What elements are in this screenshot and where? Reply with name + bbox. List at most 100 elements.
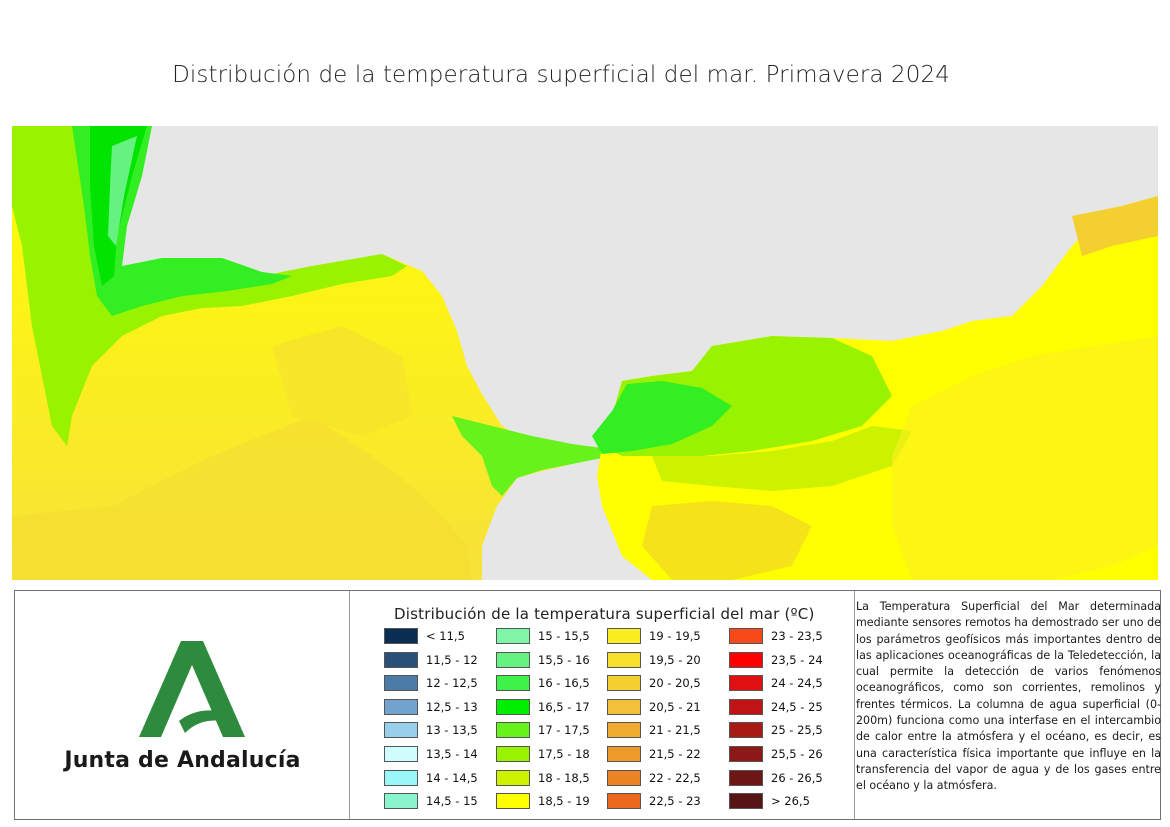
- legend-swatch: [496, 651, 530, 668]
- legend-item: 20,5 - 21: [607, 698, 701, 716]
- legend-swatch: [729, 698, 763, 715]
- legend-item: 24,5 - 25: [729, 698, 823, 716]
- legend-swatch: [607, 722, 641, 739]
- legend-label: 17,5 - 18: [538, 747, 590, 761]
- sst-map-image: [12, 126, 1158, 580]
- legend-item: 11,5 - 12: [384, 651, 478, 669]
- legend-item: 21,5 - 22: [607, 745, 701, 763]
- legend-swatch: [729, 722, 763, 739]
- legend-item: 15,5 - 16: [496, 651, 590, 669]
- legend-swatch: [384, 793, 418, 810]
- legend-swatch: [384, 628, 418, 644]
- mediterranean-east-yellow: [892, 336, 1158, 580]
- legend-item: 12 - 12,5: [384, 674, 478, 692]
- legend-item: 15 - 15,5: [496, 627, 590, 645]
- legend-label: 23 - 23,5: [771, 629, 823, 643]
- legend-item: 14,5 - 15: [384, 792, 478, 810]
- legend-label: 25,5 - 26: [771, 747, 823, 761]
- atlantic-warm-patch: [272, 326, 412, 436]
- mediterranean-warm-south: [642, 501, 812, 580]
- coastal-lightgreen-strip: [108, 136, 137, 246]
- sst-map: [12, 126, 1158, 580]
- legend-swatch: [496, 746, 530, 762]
- legend-item: 26 - 26,5: [729, 769, 823, 787]
- legend-label: 12,5 - 13: [426, 699, 478, 714]
- legend-label: < 11,5: [426, 629, 465, 643]
- legend-swatch: [607, 651, 641, 668]
- legend-item: 21 - 21,5: [607, 721, 701, 739]
- legend-box: Distribución de la temperatura superfici…: [350, 591, 855, 819]
- legend-label: 16 - 16,5: [538, 676, 590, 691]
- legend-item: 22,5 - 23: [607, 792, 701, 810]
- legend-label: 20,5 - 21: [649, 699, 701, 714]
- legend-swatch: [384, 722, 418, 739]
- legend-swatch: [729, 628, 763, 644]
- alboran-yellowgreen: [652, 426, 912, 491]
- legend-swatch: [496, 793, 530, 810]
- legend-label: 15 - 15,5: [538, 629, 590, 643]
- legend-item: > 26,5: [729, 792, 810, 810]
- legend-item: 25,5 - 26: [729, 745, 823, 763]
- legend-label: 17 - 17,5: [538, 723, 590, 738]
- description-text: La Temperatura Superficial del Mar deter…: [856, 600, 1161, 793]
- junta-logo-icon: [139, 641, 245, 737]
- legend-swatch: [729, 746, 763, 762]
- legend-label: 20 - 20,5: [649, 676, 701, 691]
- strait-green-channel: [452, 416, 652, 496]
- legend-swatch: [729, 793, 763, 810]
- legend-item: 12,5 - 13: [384, 698, 478, 716]
- logo-box: Junta de Andalucía: [15, 591, 350, 819]
- legend-label: 22,5 - 23: [649, 794, 701, 809]
- legend-label: 21,5 - 22: [649, 747, 701, 761]
- legend-item: 16,5 - 17: [496, 698, 590, 716]
- legend-item: 23,5 - 24: [729, 651, 823, 669]
- legend-item: 13 - 13,5: [384, 721, 478, 739]
- legend-label: 19,5 - 20: [649, 652, 701, 667]
- legend-swatch: [607, 793, 641, 810]
- logo-text: Junta de Andalucía: [64, 748, 301, 773]
- legend-swatch: [384, 769, 418, 786]
- legend-item: 13,5 - 14: [384, 745, 478, 763]
- legend-swatch: [607, 675, 641, 692]
- legend-label: 23,5 - 24: [771, 652, 823, 667]
- legend-label: 24,5 - 25: [771, 699, 823, 714]
- legend-swatch: [607, 698, 641, 715]
- legend-label: 16,5 - 17: [538, 699, 590, 714]
- legend-item: 22 - 22,5: [607, 769, 701, 787]
- legend-label: 18 - 18,5: [538, 770, 590, 785]
- legend-swatch: [607, 769, 641, 786]
- legend-swatch: [496, 675, 530, 692]
- legend-item: 18 - 18,5: [496, 769, 590, 787]
- legend-label: 26 - 26,5: [771, 770, 823, 785]
- alboran-green-core: [592, 381, 732, 454]
- legend-item: < 11,5: [384, 627, 465, 645]
- legend-item: 17 - 17,5: [496, 721, 590, 739]
- legend-item: 19,5 - 20: [607, 651, 701, 669]
- legend-label: 14,5 - 15: [426, 794, 478, 809]
- legend-item: 24 - 24,5: [729, 674, 823, 692]
- legend-item: 19 - 19,5: [607, 627, 701, 645]
- legend-label: 21 - 21,5: [649, 723, 701, 738]
- legend-item: 17,5 - 18: [496, 745, 590, 763]
- legend-label: 15,5 - 16: [538, 652, 590, 667]
- legend-label: 13 - 13,5: [426, 723, 478, 738]
- legend-item: 25 - 25,5: [729, 721, 823, 739]
- legend-swatch: [729, 651, 763, 668]
- legend-label: 18,5 - 19: [538, 794, 590, 809]
- legend-item: 20 - 20,5: [607, 674, 701, 692]
- legend-swatch: [496, 769, 530, 786]
- legend-swatch: [607, 746, 641, 762]
- legend-swatch: [729, 675, 763, 692]
- legend-swatch: [607, 628, 641, 644]
- mediterranean-warm-east: [1072, 196, 1158, 256]
- legend-swatch: [384, 746, 418, 762]
- atlantic-warm-band: [12, 416, 472, 580]
- legend-label: 14 - 14,5: [426, 770, 478, 785]
- legend-item: 16 - 16,5: [496, 674, 590, 692]
- legend-swatch: [384, 651, 418, 668]
- legend-label: 11,5 - 12: [426, 652, 478, 667]
- legend-label: 19 - 19,5: [649, 629, 701, 643]
- legend-item: 23 - 23,5: [729, 627, 823, 645]
- legend-swatch: [496, 698, 530, 715]
- legend-label: 24 - 24,5: [771, 676, 823, 691]
